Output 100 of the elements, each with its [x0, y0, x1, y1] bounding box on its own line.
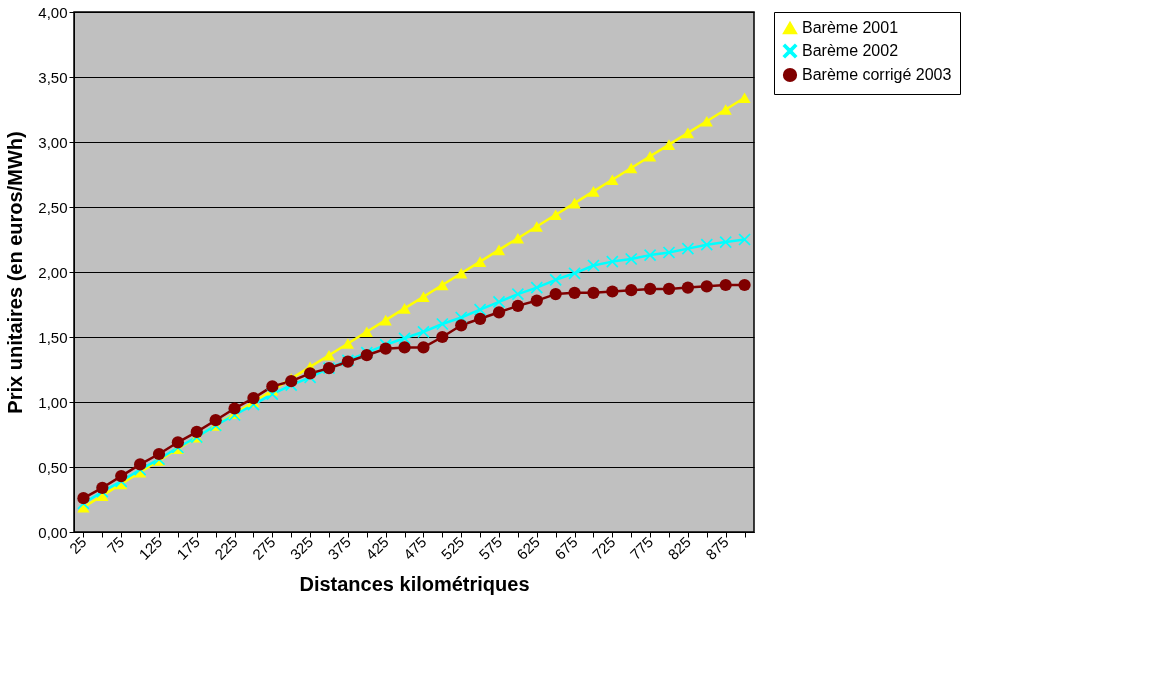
point: [133, 458, 147, 471]
point: [530, 294, 543, 307]
x-tick-label: 325: [286, 533, 317, 563]
y-tick-label: 3,50: [38, 68, 68, 86]
point: [473, 256, 487, 267]
point: [643, 248, 657, 262]
point: [662, 282, 676, 296]
point: [662, 139, 676, 150]
y-tick-label: 2,50: [38, 198, 68, 216]
point: [625, 162, 638, 174]
point: [417, 325, 430, 338]
point: [568, 286, 581, 299]
point: [266, 380, 279, 393]
x-tick-label: 125: [135, 533, 166, 563]
point: [625, 252, 638, 266]
point: [171, 436, 185, 449]
x-tick-label: 625: [513, 533, 543, 563]
y-axis-title: Prix unitaires (en euros/MWh): [4, 131, 27, 414]
point: [530, 281, 543, 294]
point: [738, 278, 751, 292]
point: [700, 115, 713, 127]
point: [455, 268, 468, 279]
legend-label: Barème corrigé 2003: [802, 66, 952, 83]
point: [549, 209, 562, 221]
point: [492, 306, 506, 319]
x-tick-label: 525: [437, 533, 468, 563]
point: [719, 278, 732, 292]
point: [700, 280, 713, 293]
legend-label: Barème 2001: [802, 19, 899, 36]
point: [568, 197, 581, 209]
point: [190, 425, 203, 439]
point: [643, 282, 657, 296]
x-tick-label: 775: [626, 533, 657, 563]
y-tick-label: 1,00: [38, 393, 68, 411]
point: [738, 92, 751, 104]
point: [398, 341, 411, 354]
point: [606, 174, 619, 185]
point: [719, 104, 732, 115]
point: [625, 284, 638, 297]
x-tick-label: 175: [173, 533, 203, 563]
point: [398, 303, 411, 314]
point: [738, 233, 751, 246]
y-tick-label: 2,00: [38, 263, 68, 281]
point: [549, 273, 562, 286]
x-tick-label: 275: [248, 533, 279, 563]
x-axis-title: Distances kilométriques: [299, 572, 530, 595]
point: [492, 244, 506, 256]
point: [417, 291, 430, 302]
point: [303, 367, 317, 380]
point: [587, 286, 600, 299]
point: [398, 332, 411, 345]
point: [511, 299, 525, 312]
x-tick-label: 675: [550, 533, 581, 563]
point: [455, 319, 468, 332]
x-tick-label: 75: [103, 533, 128, 557]
point: [322, 349, 336, 361]
point: [228, 402, 241, 415]
point: [473, 312, 487, 325]
y-tick-label: 3,00: [38, 133, 68, 151]
x-tick-label: 425: [362, 533, 392, 563]
point: [379, 314, 392, 326]
point: [436, 330, 449, 344]
point: [436, 279, 449, 291]
point: [96, 481, 109, 494]
point: [587, 259, 600, 272]
x-tick-label: 725: [588, 533, 619, 563]
point: [606, 285, 619, 298]
x-tick-label: 575: [475, 533, 506, 563]
point: [568, 267, 581, 280]
y-tick-label: 1,50: [38, 328, 68, 346]
point: [209, 414, 222, 427]
point: [700, 238, 713, 251]
point: [77, 492, 90, 505]
point: [247, 391, 260, 405]
point: [360, 326, 373, 338]
point: [115, 469, 128, 483]
point: [341, 338, 355, 349]
x-tick-label: 375: [324, 533, 355, 563]
point: [473, 303, 487, 316]
point: [681, 127, 695, 139]
point: [511, 287, 525, 301]
legend-label: Barème 2002: [802, 42, 899, 59]
x-tick-label: 875: [702, 533, 732, 563]
point: [285, 375, 298, 388]
x-tick-label: 225: [210, 533, 241, 563]
y-tick-label: 0,00: [38, 523, 68, 541]
x-tick-label: 825: [664, 533, 695, 563]
x-tick-label: 475: [399, 533, 430, 563]
point: [417, 341, 430, 354]
point: [606, 255, 619, 268]
point: [492, 295, 506, 309]
point: [643, 151, 657, 162]
point: [549, 287, 562, 301]
y-tick-label: 0,50: [38, 458, 68, 476]
point: [587, 186, 600, 197]
y-tick-label: 4,00: [38, 3, 68, 21]
point: [152, 447, 166, 461]
point: [379, 342, 392, 355]
point: [530, 221, 543, 232]
point: [681, 281, 695, 294]
